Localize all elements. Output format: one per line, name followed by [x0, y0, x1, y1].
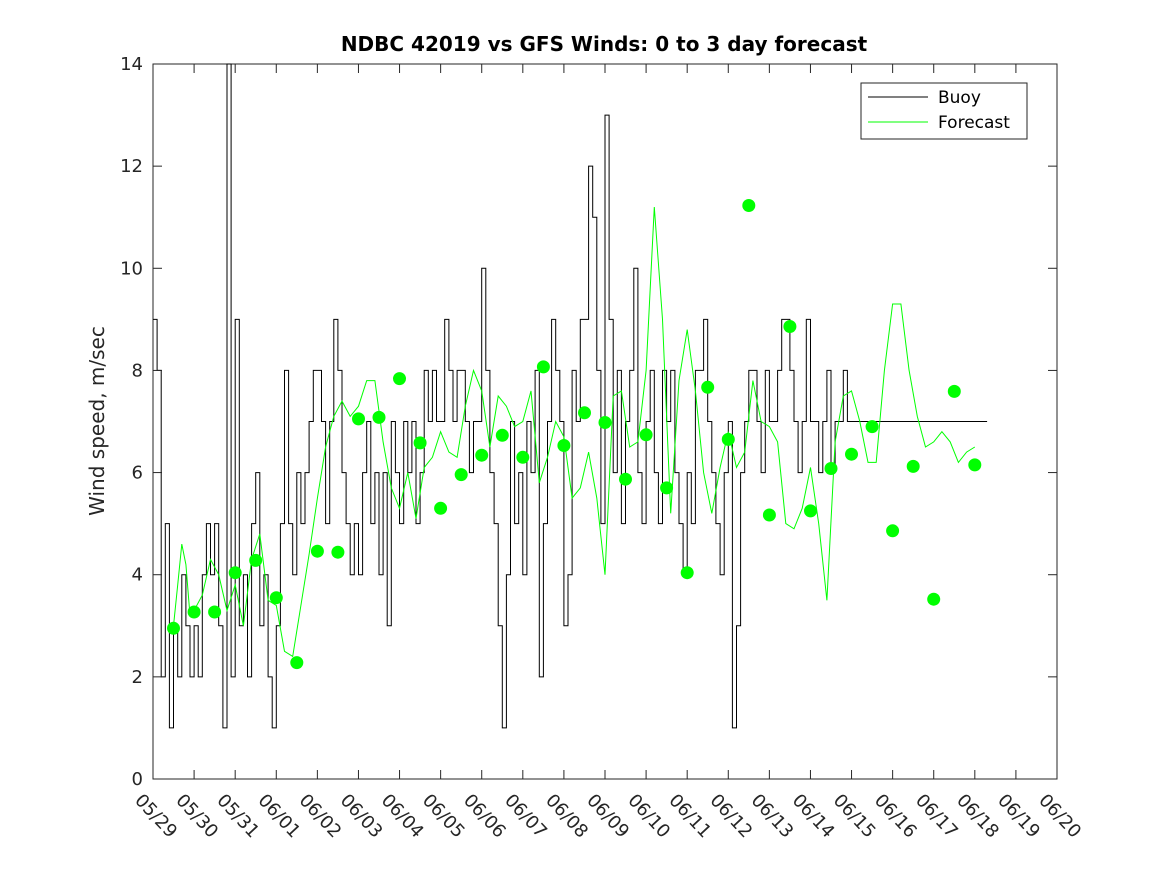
- forecast-marker: [393, 372, 406, 386]
- forecast-marker: [927, 592, 941, 606]
- forecast-marker: [454, 468, 468, 482]
- forecast-marker: [824, 462, 838, 475]
- forecast-marker: [208, 605, 222, 619]
- forecast-marker: [968, 458, 982, 472]
- forecast-marker: [742, 199, 756, 212]
- forecast-marker: [434, 501, 448, 515]
- legend: Buoy Forecast: [860, 82, 1028, 140]
- forecast-marker: [352, 412, 365, 426]
- y-tick-label: 12: [120, 156, 143, 177]
- forecast-marker: [475, 448, 489, 462]
- series-line-buoy: [153, 63, 988, 729]
- y-tick-label: 10: [120, 258, 143, 279]
- forecast-marker: [516, 450, 530, 464]
- forecast-marker: [167, 621, 180, 635]
- forecast-marker: [639, 428, 653, 442]
- forecast-marker: [187, 605, 201, 619]
- forecast-marker: [269, 591, 283, 605]
- y-tick-label: 0: [132, 769, 143, 790]
- forecast-marker: [310, 544, 324, 558]
- forecast-marker: [578, 406, 591, 420]
- forecast-marker: [947, 384, 961, 398]
- forecast-marker: [845, 447, 858, 461]
- forecast-marker: [886, 524, 900, 538]
- forecast-marker: [865, 420, 879, 434]
- forecast-marker: [721, 432, 735, 446]
- forecast-marker: [762, 508, 776, 522]
- y-tick-label: 6: [132, 463, 143, 484]
- forecast-marker: [804, 504, 817, 518]
- y-tick-label: 4: [132, 565, 143, 586]
- forecast-marker: [680, 566, 694, 580]
- forecast-marker: [536, 360, 550, 374]
- forecast-marker: [290, 656, 304, 670]
- series-line-forecast-0: [173, 206, 976, 658]
- forecast-marker: [783, 320, 797, 333]
- legend-box: [860, 82, 1028, 140]
- series-layer: [153, 63, 988, 729]
- forecast-marker: [619, 472, 632, 486]
- y-tick-label: 14: [120, 54, 143, 75]
- forecast-marker: [372, 410, 386, 424]
- forecast-marker: [598, 416, 612, 429]
- forecast-marker: [701, 380, 715, 394]
- forecast-marker: [660, 481, 674, 495]
- chart-title: NDBC 42019 vs GFS Winds: 0 to 3 day fore…: [341, 32, 868, 56]
- forecast-marker: [228, 566, 242, 580]
- forecast-marker: [906, 459, 920, 473]
- legend-label-forecast: Forecast: [938, 113, 1010, 133]
- legend-label-buoy: Buoy: [938, 88, 981, 108]
- y-axis-label: Wind speed, m/sec: [85, 326, 109, 516]
- forecast-marker: [495, 428, 509, 442]
- y-tick-label: 2: [132, 667, 143, 688]
- forecast-marker: [413, 436, 427, 450]
- forecast-marker: [249, 553, 263, 567]
- forecast-marker: [331, 545, 345, 559]
- forecast-marker: [557, 439, 571, 452]
- y-tick-label: 8: [132, 360, 143, 381]
